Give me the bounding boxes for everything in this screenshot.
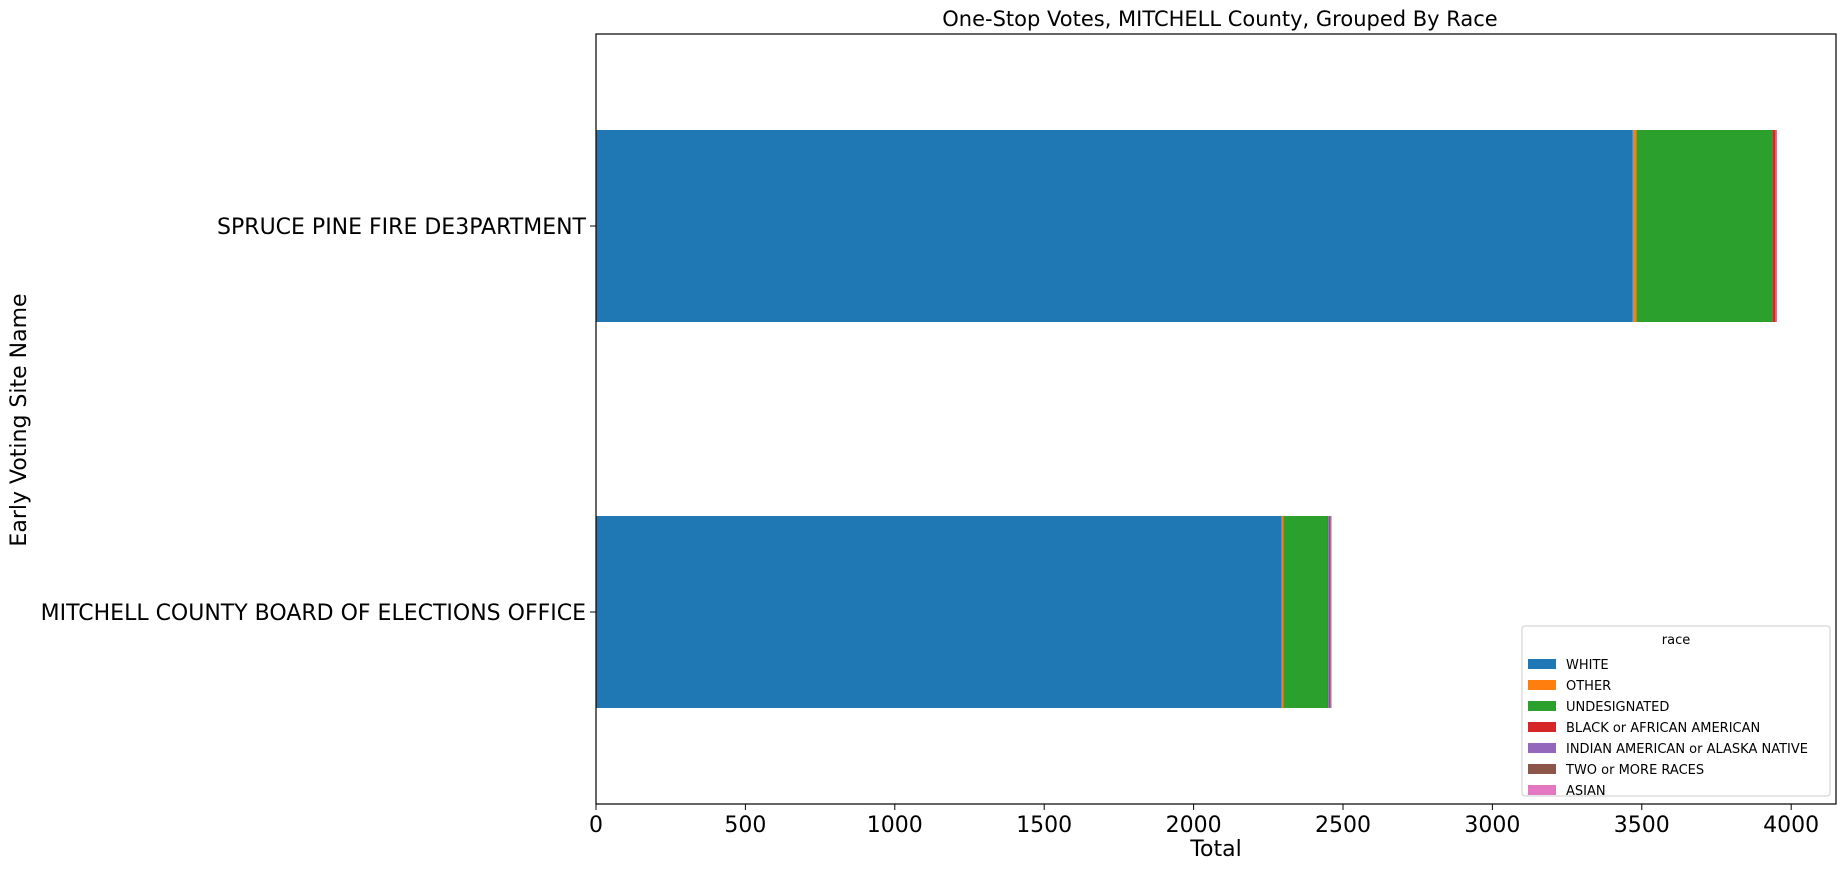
y-tick-label: MITCHELL COUNTY BOARD OF ELECTIONS OFFIC…	[41, 601, 586, 626]
x-tick-label: 1000	[867, 813, 923, 838]
x-tick-label: 0	[589, 813, 603, 838]
legend-swatch	[1528, 743, 1556, 753]
legend-swatch	[1528, 722, 1556, 732]
bar-segment-black-or-african-american-1	[1772, 130, 1775, 322]
legend-swatch	[1528, 701, 1556, 711]
legend-title: race	[1662, 633, 1690, 648]
x-tick-label: 2500	[1315, 813, 1371, 838]
x-tick-label: 1500	[1016, 813, 1072, 838]
bar-segment-white-1	[596, 130, 1633, 322]
legend-swatch	[1528, 764, 1556, 774]
bar-segment-two-or-more-races-1	[1776, 130, 1777, 322]
legend-label: WHITE	[1566, 658, 1609, 673]
bar-segment-two-or-more-races-0	[1329, 516, 1331, 708]
x-ticks: 0 500 1000 1500 2000 2500 3000 3500 4000	[589, 804, 1819, 838]
legend-swatch	[1528, 785, 1556, 795]
bar-segment-undesignated-1	[1636, 130, 1772, 322]
legend-label: OTHER	[1566, 679, 1611, 694]
x-axis-label: Total	[1189, 837, 1241, 862]
legend-label: BLACK or AFRICAN AMERICAN	[1566, 721, 1760, 736]
bar-segment-indian-american-or-alaska-native-1	[1775, 130, 1776, 322]
y-axis-label: Early Voting Site Name	[7, 293, 32, 546]
bars-layer	[596, 130, 1777, 708]
x-tick-label: 500	[724, 813, 766, 838]
legend-label: INDIAN AMERICAN or ALASKA NATIVE	[1566, 742, 1808, 757]
legend-swatch	[1528, 680, 1556, 690]
x-tick-label: 4000	[1763, 813, 1819, 838]
bar-segment-indian-american-or-alaska-native-0	[1328, 516, 1329, 708]
x-tick-label: 3500	[1614, 813, 1670, 838]
legend-label: ASIAN	[1566, 784, 1606, 799]
bar-segment-undesignated-0	[1283, 516, 1327, 708]
legend: race WHITE OTHER UNDESIGNATED BLACK or AFRIC…	[1522, 626, 1830, 799]
x-tick-label: 3000	[1464, 813, 1520, 838]
bar-segment-white-0	[596, 516, 1282, 708]
bar-segment-other-1	[1633, 130, 1637, 322]
legend-label: UNDESIGNATED	[1566, 700, 1669, 715]
bar-segment-asian-0	[1331, 516, 1332, 708]
legend-swatch	[1528, 659, 1556, 669]
legend-label: TWO or MORE RACES	[1565, 763, 1704, 778]
bar-segment-black-or-african-american-0	[1327, 516, 1328, 708]
chart-title: One-Stop Votes, MITCHELL County, Grouped…	[942, 7, 1497, 31]
y-tick-label: SPRUCE PINE FIRE DE3PARTMENT	[217, 215, 587, 240]
bar-segment-other-0	[1282, 516, 1283, 708]
y-ticks: MITCHELL COUNTY BOARD OF ELECTIONS OFFIC…	[41, 215, 596, 626]
x-tick-label: 2000	[1166, 813, 1222, 838]
